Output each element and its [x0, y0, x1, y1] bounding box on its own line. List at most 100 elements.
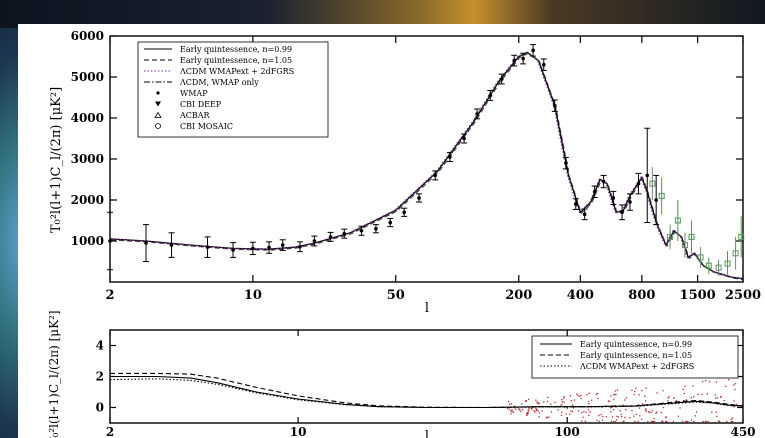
- residual-point: [534, 411, 536, 413]
- residual-point: [656, 411, 658, 413]
- residual-point: [573, 399, 576, 401]
- residual-point: [616, 415, 618, 418]
- wmap-data-point: [280, 243, 285, 247]
- residual-point: [730, 418, 732, 420]
- residual-point: [717, 420, 720, 422]
- top-legend-marker: [155, 123, 161, 129]
- residual-point: [644, 409, 647, 411]
- bottom-legend-label: ΛCDM WMAPext + 2dFGRS: [579, 362, 694, 371]
- residual-point: [704, 420, 707, 423]
- residual-point: [702, 420, 704, 423]
- wmap-data-point: [499, 77, 504, 81]
- residual-point: [685, 420, 688, 423]
- residual-point: [616, 389, 619, 391]
- residual-point: [566, 407, 568, 409]
- residual-point: [707, 420, 709, 423]
- residual-point: [597, 397, 599, 400]
- wmap-data-point: [417, 196, 421, 200]
- cbi-data-point: [724, 260, 731, 267]
- residual-point: [522, 409, 524, 411]
- top-ytick-label: 2000: [71, 193, 104, 207]
- residual-point: [613, 409, 615, 411]
- residual-point: [518, 409, 521, 411]
- residual-point: [613, 398, 615, 400]
- residual-point: [546, 416, 548, 418]
- residual-point: [512, 411, 514, 413]
- residual-point: [624, 416, 626, 419]
- residual-point: [639, 415, 641, 417]
- residual-point: [734, 382, 737, 385]
- residual-point: [653, 420, 656, 423]
- residual-point: [614, 393, 616, 396]
- residual-point: [570, 399, 572, 402]
- residual-point: [651, 420, 654, 423]
- residual-point: [580, 398, 582, 400]
- wmap-data-point: [475, 112, 479, 116]
- residual-point: [527, 411, 529, 414]
- residual-point: [619, 409, 621, 412]
- residual-point: [550, 411, 553, 413]
- residual-point: [668, 395, 670, 398]
- residual-point: [560, 414, 563, 416]
- residual-point: [656, 392, 658, 394]
- residual-point: [612, 420, 615, 423]
- top-xtick-label: 2500: [725, 288, 761, 303]
- residual-point: [537, 410, 539, 412]
- residual-point: [602, 415, 604, 418]
- residual-point: [537, 402, 540, 405]
- residual-point: [692, 396, 695, 398]
- residual-point: [720, 395, 722, 398]
- wmap-data-point: [359, 228, 364, 233]
- residual-point: [635, 413, 638, 415]
- residual-point: [569, 395, 572, 397]
- residual-point: [615, 393, 617, 396]
- residual-point: [584, 420, 587, 422]
- bottom-ylabel: T₀²l(l+1)C_l/(2π) [μK²]: [47, 310, 61, 438]
- residual-point: [675, 400, 678, 402]
- residual-point: [572, 407, 575, 409]
- top-xtick-label: 10: [244, 288, 262, 303]
- residual-point: [510, 410, 512, 412]
- wmap-data-point: [205, 245, 210, 249]
- cbi-data-point: [732, 250, 739, 257]
- residual-point: [677, 415, 679, 417]
- residual-point: [715, 381, 718, 383]
- residual-point: [610, 395, 612, 397]
- residual-point: [682, 388, 684, 390]
- residual-point: [720, 396, 722, 398]
- residual-point: [608, 401, 611, 403]
- residual-point: [647, 420, 649, 423]
- residual-point: [610, 407, 612, 409]
- wmap-data-point: [654, 198, 658, 202]
- residual-point: [652, 420, 655, 423]
- wmap-data-point: [531, 48, 535, 53]
- residual-point: [546, 417, 548, 419]
- residual-point: [601, 419, 604, 421]
- residual-point: [693, 420, 695, 423]
- residual-point: [735, 403, 738, 405]
- residual-point: [631, 389, 633, 392]
- bottom-legend-label: Early quintessence, n=1.05: [580, 351, 692, 360]
- residual-point: [730, 420, 732, 423]
- bottom-xlabel: l: [425, 429, 429, 438]
- residual-point: [578, 395, 581, 397]
- residual-point: [622, 420, 624, 423]
- residual-point: [653, 417, 655, 420]
- residual-point: [563, 395, 565, 398]
- residual-point: [510, 403, 513, 405]
- top-legend-marker: [156, 91, 160, 95]
- bottom-model-curve: [110, 375, 744, 409]
- bottom-ytick-label: 4: [96, 339, 104, 353]
- residual-point: [684, 385, 686, 387]
- residual-point: [580, 395, 582, 397]
- residual-point: [637, 404, 640, 406]
- cbi-data-point: [681, 242, 688, 249]
- top-legend-marker: [154, 111, 162, 118]
- residual-point: [526, 414, 528, 417]
- residual-point: [506, 407, 509, 409]
- wmap-data-point: [521, 56, 525, 61]
- residual-point: [673, 397, 675, 399]
- wmap-data-point: [541, 62, 546, 67]
- residual-point: [641, 403, 644, 405]
